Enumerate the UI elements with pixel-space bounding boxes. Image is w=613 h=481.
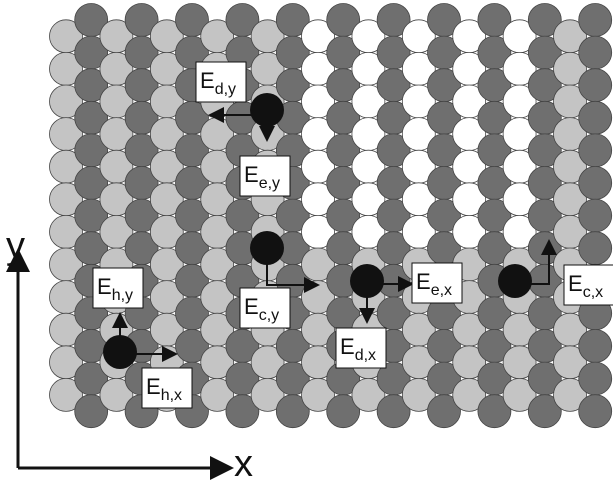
y-axis-label: y xyxy=(6,225,25,267)
arrow xyxy=(266,250,320,293)
energy-label: Ec,y xyxy=(239,287,291,329)
label-sub: e,y xyxy=(259,175,280,192)
label-box xyxy=(411,262,463,304)
label-box xyxy=(239,287,291,329)
label-main: E xyxy=(200,68,215,93)
label-main: E xyxy=(97,274,112,299)
lattice-atom xyxy=(578,361,613,396)
x-axis-label: x xyxy=(234,443,253,481)
label-sub: c,y xyxy=(259,307,279,324)
lattice-atom xyxy=(578,35,613,70)
label-main: E xyxy=(568,271,583,296)
label-sub: c,x xyxy=(583,284,603,301)
label-sub: h,x xyxy=(161,387,182,404)
label-text: Ed,y xyxy=(200,68,236,98)
lattice-atom xyxy=(527,394,562,429)
label-box xyxy=(92,267,144,309)
lattice-atom xyxy=(376,394,411,429)
energy-label: Eh,y xyxy=(92,267,144,309)
lattice-atom xyxy=(578,68,613,103)
label-main: E xyxy=(146,374,161,399)
lattice-atom xyxy=(351,377,386,412)
label-box xyxy=(335,327,387,369)
label-text: Eh,y xyxy=(97,274,133,304)
label-box xyxy=(563,264,613,306)
label-text: Ec,y xyxy=(244,294,279,324)
label-main: E xyxy=(416,269,431,294)
label-text: Ed,x xyxy=(340,334,376,364)
labels: Ed,yEe,yEc,yEe,xEd,xEc,xEh,yEh,x xyxy=(92,61,613,409)
lattice-atom xyxy=(578,329,613,363)
label-text: Eh,x xyxy=(146,374,182,404)
energy-label: Ed,x xyxy=(335,327,387,369)
lattice-atom xyxy=(578,100,613,135)
lattice-atom xyxy=(427,394,461,429)
lattice-atom xyxy=(250,377,285,412)
lattice-atom xyxy=(578,166,613,200)
lattice-atom xyxy=(578,198,613,233)
lattice-atom xyxy=(578,231,613,266)
energy-label: Ee,x xyxy=(411,262,463,304)
label-box xyxy=(195,61,247,103)
energy-label: Eh,x xyxy=(141,367,193,409)
energy-label: Ec,x xyxy=(563,264,613,306)
lattice-atom xyxy=(200,377,235,412)
lattice-atom xyxy=(578,133,613,168)
lattice-atom xyxy=(225,394,260,429)
lattice xyxy=(49,3,613,429)
lattice-atom xyxy=(326,394,361,429)
label-main: E xyxy=(340,334,355,359)
lattice-atom xyxy=(578,3,613,37)
lattice-atom xyxy=(477,394,512,429)
arrow xyxy=(515,239,557,285)
label-sub: d,x xyxy=(355,347,376,364)
label-box xyxy=(239,155,291,197)
lattice-atom xyxy=(99,377,134,412)
label-main: E xyxy=(244,162,259,187)
lattice-atom xyxy=(502,377,537,412)
label-text: Ee,x xyxy=(416,269,452,299)
lattice-atom xyxy=(301,377,335,412)
lattice-atom xyxy=(74,394,109,429)
lattice-atom xyxy=(553,377,587,412)
adatom xyxy=(250,231,284,265)
energy-label: Ed,y xyxy=(195,61,247,103)
label-sub: e,x xyxy=(431,282,452,299)
label-sub: d,y xyxy=(215,81,236,98)
energy-label: Ee,y xyxy=(239,155,291,197)
lattice-atom xyxy=(49,377,83,412)
lattice-atom xyxy=(401,377,436,412)
label-main: E xyxy=(244,294,259,319)
label-box xyxy=(141,367,193,409)
label-sub: h,y xyxy=(112,287,133,304)
label-text: Ec,x xyxy=(568,271,603,301)
adatom xyxy=(350,264,384,298)
adatom xyxy=(250,93,284,127)
lattice-atom xyxy=(452,377,487,412)
lattice-atom xyxy=(578,394,613,429)
label-text: Ee,y xyxy=(244,162,280,192)
lattice-atom xyxy=(275,394,310,429)
overlay: y x xyxy=(5,93,557,481)
adatom xyxy=(498,264,532,298)
